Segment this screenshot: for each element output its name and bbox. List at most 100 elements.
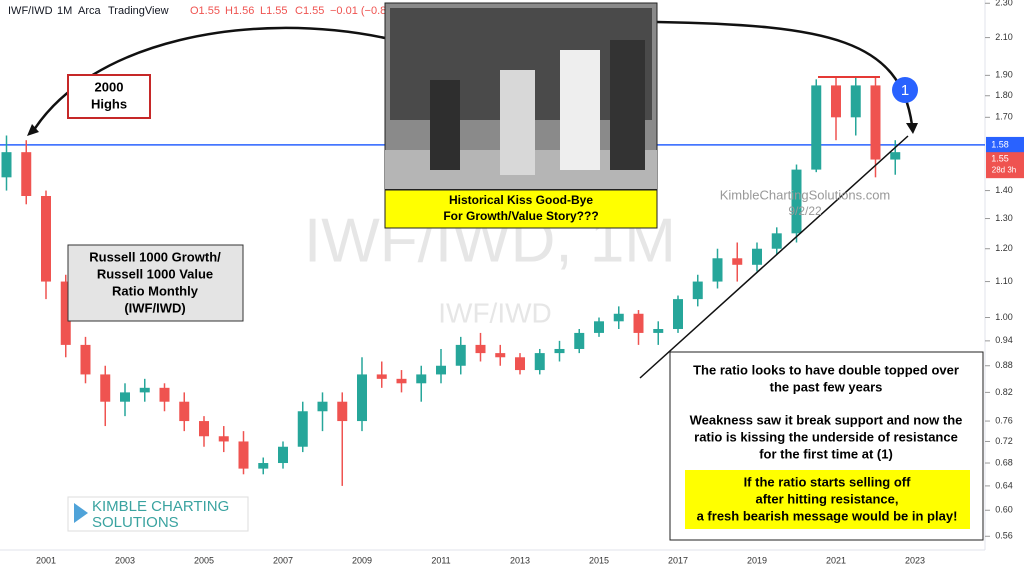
description-box (67, 244, 244, 322)
candle-body (870, 85, 881, 160)
x-tick-label: 2003 (115, 555, 135, 565)
arrow (30, 26, 386, 134)
y-tick-label: 0.82 (995, 387, 1013, 397)
x-tick-label: 2013 (510, 555, 530, 565)
candle-body (297, 411, 308, 447)
x-tick-label: 2001 (36, 555, 56, 565)
x-tick-label: 2009 (352, 555, 372, 565)
candle-body (199, 421, 209, 437)
last-price-label: 1.55 (991, 154, 1009, 164)
exchange: Arca (78, 5, 102, 17)
y-tick-label: 2.10 (995, 32, 1013, 42)
candle-body (1, 152, 12, 178)
site-text: KimbleChartingSolutions.com (720, 187, 891, 202)
countdown: 28d 3h (992, 165, 1016, 174)
candle-body (41, 195, 51, 282)
y-tick-label: 1.70 (995, 112, 1013, 122)
x-tick-label: 2011 (431, 555, 450, 565)
x-tick-label: 2005 (194, 555, 214, 565)
photo (384, 2, 658, 190)
photo-figure (430, 80, 460, 170)
symbol: IWF/IWD (8, 5, 53, 17)
candle-body (475, 344, 486, 354)
caption: For Growth/Value Story??? (443, 209, 598, 223)
candle-body (416, 374, 427, 384)
description: Russell 1000 Growth/ Russell 1000 Value … (89, 249, 221, 315)
comment-line: for the first time at (1) (759, 446, 893, 461)
candle-body (850, 85, 861, 118)
description-line: Ratio Monthly (112, 283, 199, 298)
comment-line: The ratio looks to have double topped ov… (693, 362, 959, 377)
candle-body (692, 281, 703, 300)
y-tick-label: 0.68 (995, 457, 1013, 467)
x-tick-label: 2023 (905, 555, 925, 565)
candle-body (673, 299, 683, 330)
source: TradingView (108, 5, 169, 17)
y-tick-label: 1.00 (995, 312, 1013, 322)
y-tick-label: 1.90 (995, 70, 1013, 80)
y-tick-label: 0.60 (995, 505, 1013, 515)
candle-body (515, 357, 525, 371)
header: IWF/IWD 1M Arca TradingView O1.55 H1.56 L1… (8, 5, 406, 17)
candle-body (890, 152, 901, 160)
candle-body (337, 401, 348, 422)
candle-body (455, 344, 466, 366)
candle-body (139, 387, 150, 393)
candle-body (495, 353, 506, 358)
candle-body (60, 281, 71, 345)
candle-body (732, 258, 743, 265)
candle-body (613, 313, 624, 322)
candle-body (831, 85, 841, 118)
ohlc-value: O1.55 (190, 5, 220, 17)
logo-icon (74, 503, 88, 523)
x-tick-label: 2021 (826, 555, 846, 565)
candle-body (317, 401, 328, 412)
candle-body (179, 401, 190, 422)
candle-body (791, 169, 802, 234)
x-tick-label: 2015 (589, 555, 609, 565)
candle-body (554, 348, 565, 354)
candle-body (752, 248, 762, 265)
marker (892, 77, 918, 103)
plot (0, 77, 985, 486)
photo-figure (560, 50, 600, 170)
x-tick-label: 2019 (747, 555, 767, 565)
y-tick-label: 0.72 (995, 436, 1013, 446)
highs-label: 2000 (95, 79, 124, 94)
y-tick-label: 0.64 (995, 480, 1013, 490)
comment-line: ratio is kissing the underside of resist… (694, 429, 958, 444)
logo-text: SOLUTIONS (92, 514, 179, 531)
candle-body (811, 85, 822, 170)
description-line: Russell 1000 Growth/ (89, 249, 221, 264)
watermark-sub: IWF/IWD (438, 297, 552, 328)
warning-box (685, 470, 970, 529)
x-tick-label: 2017 (668, 555, 688, 565)
warning-line: If the ratio starts selling off (744, 474, 912, 489)
y-tick-label: 0.94 (995, 335, 1013, 345)
candle-body (712, 258, 723, 282)
logo-box (67, 496, 249, 532)
y-tick-label: 1.10 (995, 276, 1013, 286)
ohlc-value: L1.55 (260, 5, 288, 17)
caption-box (384, 189, 658, 229)
candle-body (238, 441, 249, 469)
y-tick-label: 0.76 (995, 415, 1013, 425)
highs-box (67, 74, 151, 119)
candle-body (633, 313, 644, 333)
y-tick-label: 2.30 (995, 0, 1013, 8)
warning-line: a fresh bearish message would be in play… (697, 508, 958, 523)
y-tick-label: 1.80 (995, 90, 1013, 100)
comment: The ratio looks to have double topped ov… (690, 362, 963, 461)
candle-body (534, 353, 545, 371)
description-line: Russell 1000 Value (97, 266, 213, 281)
candle-body (159, 387, 170, 402)
ohlc-value: C1.55 (295, 5, 324, 17)
ohlc-value: H1.56 (225, 5, 254, 17)
highs-label: Highs (91, 96, 127, 111)
photo-figure (500, 70, 535, 175)
candle-body (258, 463, 269, 469)
warning-line: after hitting resistance, (755, 491, 898, 506)
trendline (639, 135, 909, 379)
y-tick-label: 1.40 (995, 185, 1013, 195)
